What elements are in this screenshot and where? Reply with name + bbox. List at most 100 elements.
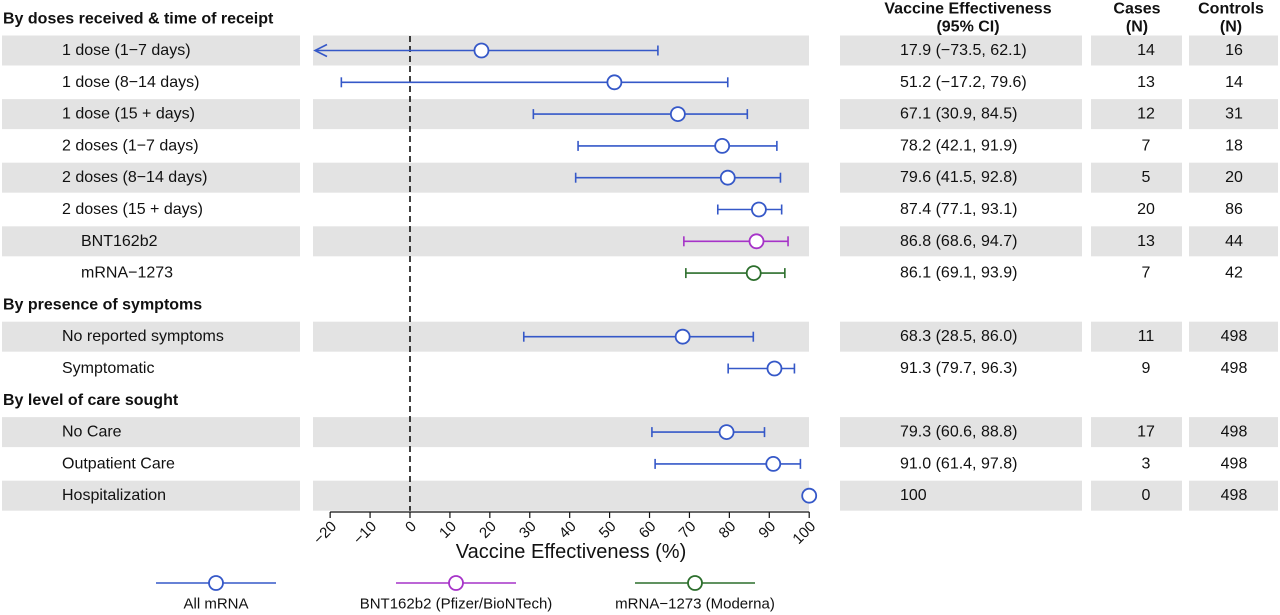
point-estimate [766, 360, 783, 377]
cases-header-line-1: Cases [1113, 1, 1160, 18]
row-band [2, 35, 300, 66]
row-label: No reported symptoms [62, 328, 224, 345]
legend-label: All mRNA [183, 596, 248, 613]
controls-value: 498 [1221, 424, 1248, 441]
controls-value: 498 [1221, 455, 1248, 472]
row-label: mRNA−1273 [81, 265, 173, 282]
cases-value: 13 [1137, 233, 1155, 250]
cases-value: 3 [1142, 455, 1151, 472]
controls-value: 498 [1221, 487, 1248, 504]
row-band [1189, 99, 1278, 130]
point-estimate [674, 328, 691, 345]
row-band [1091, 35, 1182, 66]
cases-value: 7 [1142, 265, 1151, 282]
row-label: 1 dose (1−7 days) [62, 42, 191, 59]
row-band [1091, 226, 1182, 257]
point-estimate [718, 424, 735, 441]
row-band [840, 417, 1082, 448]
row-band [840, 35, 1082, 66]
point-estimate [801, 487, 818, 504]
row-band [1189, 35, 1278, 66]
controls-value: 14 [1225, 74, 1243, 91]
x-tick-label: 60 [636, 518, 660, 542]
point-estimate [748, 233, 765, 250]
row-band [2, 162, 300, 193]
legend-label: mRNA−1273 (Moderna) [615, 596, 775, 613]
ve-value: 17.9 (−73.5, 62.1) [900, 42, 1027, 59]
ve-value: 100 [900, 487, 927, 504]
legend-marker [208, 575, 224, 591]
controls-value: 44 [1225, 233, 1243, 250]
ve-value: 91.3 (79.7, 96.3) [900, 360, 1017, 377]
ve-value: 87.4 (77.1, 93.1) [900, 201, 1017, 218]
x-tick-label: 80 [716, 518, 740, 542]
cases-value: 13 [1137, 74, 1155, 91]
row-band [840, 99, 1082, 130]
ve-value: 68.3 (28.5, 86.0) [900, 328, 1017, 345]
row-band [1189, 321, 1278, 352]
row-label: 2 doses (1−7 days) [62, 137, 199, 154]
row-label: Symptomatic [62, 360, 154, 377]
x-tick-label: 30 [516, 518, 540, 542]
controls-value: 86 [1225, 201, 1243, 218]
cases-value: 20 [1137, 201, 1155, 218]
controls-header-line-1: Controls [1198, 1, 1264, 18]
ve-value: 67.1 (30.9, 84.5) [900, 106, 1017, 123]
controls-value: 16 [1225, 42, 1243, 59]
point-estimate [765, 455, 782, 472]
row-label: Outpatient Care [62, 455, 175, 472]
row-band [2, 417, 300, 448]
x-tick-label: −10 [350, 518, 380, 548]
row-band [1091, 417, 1182, 448]
cases-value: 0 [1142, 487, 1151, 504]
row-label: 1 dose (15 + days) [62, 106, 195, 123]
controls-value: 20 [1225, 169, 1243, 186]
x-tick-label: 20 [476, 518, 500, 542]
cases-value: 17 [1137, 424, 1155, 441]
point-estimate [745, 265, 762, 282]
row-label: No Care [62, 424, 122, 441]
controls-value: 498 [1221, 360, 1248, 377]
row-band [1091, 480, 1182, 511]
x-tick-label: 40 [556, 518, 580, 542]
x-tick-label: 0 [402, 518, 420, 536]
ve-value: 79.6 (41.5, 92.8) [900, 169, 1017, 186]
x-tick-label: 50 [596, 518, 620, 542]
controls-value: 498 [1221, 328, 1248, 345]
ve-value: 78.2 (42.1, 91.9) [900, 137, 1017, 154]
point-estimate [714, 137, 731, 154]
x-tick-label: 70 [676, 518, 700, 542]
cases-value: 7 [1142, 137, 1151, 154]
point-estimate [473, 42, 490, 59]
x-tick-label: 100 [789, 518, 819, 548]
section-title: By doses received & time of receipt [3, 11, 274, 28]
row-band [2, 99, 300, 130]
row-band [1189, 480, 1278, 511]
ci-arrow [313, 43, 328, 58]
x-tick-label: 90 [755, 518, 779, 542]
row-band [313, 480, 809, 511]
x-tick-label: −20 [310, 518, 340, 548]
row-label: 1 dose (8−14 days) [62, 74, 199, 91]
x-tick-label: 10 [436, 518, 460, 542]
cases-value: 11 [1138, 328, 1155, 345]
row-band [1189, 226, 1278, 257]
ve-header-line-2: (95% CI) [936, 19, 999, 36]
point-estimate [606, 74, 623, 91]
cases-header-line-2: (N) [1126, 19, 1148, 36]
ve-value: 86.8 (68.6, 94.7) [900, 233, 1017, 250]
controls-header-line-2: (N) [1220, 19, 1242, 36]
row-band [2, 480, 300, 511]
row-band [2, 321, 300, 352]
row-band [840, 480, 1082, 511]
row-band [1091, 99, 1182, 130]
row-band [1189, 417, 1278, 448]
ve-value: 86.1 (69.1, 93.9) [900, 265, 1017, 282]
row-band [840, 162, 1082, 193]
point-estimate [669, 106, 686, 122]
point-estimate [751, 201, 767, 218]
section-title: By presence of symptoms [3, 296, 202, 313]
x-axis-title: Vaccine Effectiveness (%) [456, 541, 686, 563]
row-label: 2 doses (8−14 days) [62, 169, 207, 186]
